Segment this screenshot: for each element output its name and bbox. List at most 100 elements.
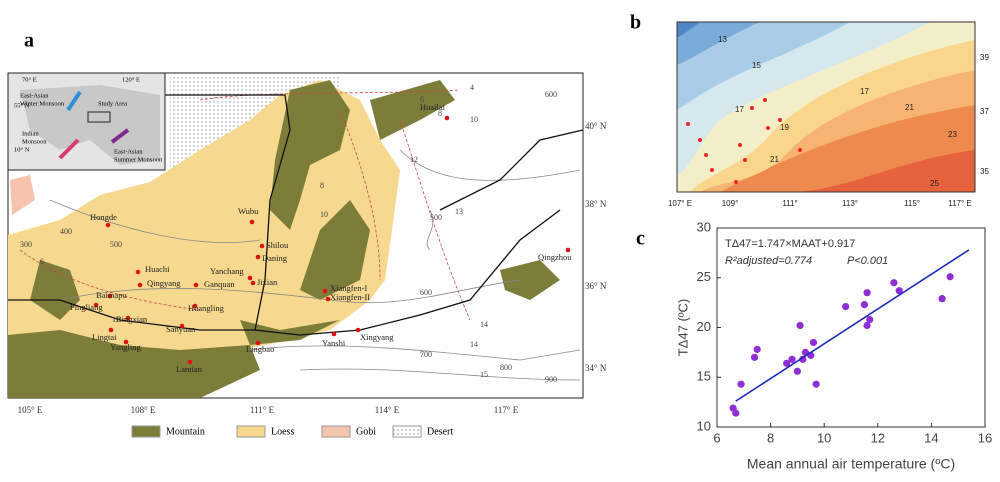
contour-label: 10 [320, 210, 328, 219]
lon-label: 115° [904, 199, 920, 208]
place-label: Xiangfen-I [330, 283, 367, 293]
study-box [87, 111, 111, 123]
band [677, 22, 760, 65]
lat-label: 35 [980, 167, 989, 176]
point [788, 355, 796, 363]
indian-arrow [58, 138, 80, 160]
contour-label: 300 [20, 240, 32, 249]
point [863, 289, 871, 297]
lon-label: 114° E [375, 405, 400, 415]
legend-swatch [321, 425, 351, 438]
site-dot [444, 115, 450, 121]
contour-label: 15 [480, 370, 488, 379]
gobi [10, 175, 35, 215]
legend-swatch [392, 425, 422, 438]
contour-label: 8 [320, 181, 324, 190]
site-dot [105, 222, 111, 228]
contour-label: 21 [770, 155, 779, 164]
point [946, 273, 954, 281]
point [750, 353, 759, 361]
panel-c: c 6 8 10 12 14 16 10 15 20 25 30 Mean annual air tem… [636, 219, 992, 471]
annotation: TΔ47=1.747×MAAT+0.917 [725, 238, 855, 250]
lon-label: 113° [842, 199, 858, 208]
lat-label: 39 [980, 53, 989, 62]
place-label: Bingxian [116, 314, 148, 324]
inset-label: East-Asian [20, 92, 49, 99]
point [890, 279, 898, 287]
contour-label: 12 [112, 315, 120, 324]
point [842, 303, 850, 311]
contour-label: 6 [40, 257, 44, 266]
point [783, 359, 791, 367]
site-dot [107, 293, 113, 299]
summer-arrow [110, 128, 130, 144]
contour-label: 800 [500, 363, 512, 372]
x-axis-label: Mean annual air temperature (ºC) [747, 456, 955, 472]
lon-label: 111° [782, 199, 797, 208]
site-dot [193, 282, 199, 288]
site-dot [108, 327, 114, 333]
legend-label: Gobi [356, 426, 376, 437]
y-tick-label: 15 [697, 369, 711, 384]
lon-label: 109° [722, 199, 739, 208]
contour-label: 25 [930, 179, 939, 188]
contour-label: 600 [420, 288, 432, 297]
place-label: Lingtai [92, 332, 117, 342]
site-dot [322, 288, 328, 294]
site-dot [125, 315, 131, 321]
place-label: Wubu [238, 206, 259, 216]
band [677, 22, 700, 38]
inset-label: 120° E [122, 76, 140, 83]
point [799, 355, 807, 363]
contour-label: 500 [430, 213, 442, 222]
place-label: Yanchang [210, 266, 244, 276]
annotation: R²adjusted=0.774 [725, 255, 812, 267]
place-label: Huailai [420, 102, 446, 112]
contour-label: 10 [470, 115, 478, 124]
lat-label: 36° N [585, 281, 607, 291]
inset-label: 70° E [22, 76, 37, 83]
contour-label: 8 [438, 109, 442, 118]
x-tick-label: 10 [817, 430, 831, 445]
place-label: Huachi [145, 264, 170, 274]
site-dot [187, 359, 193, 365]
winter-arrow [66, 90, 82, 112]
place-label: Yanshi [322, 338, 346, 348]
contour-label: 21 [905, 103, 914, 112]
isotherms [19, 89, 471, 321]
place-label: Lantian [176, 364, 203, 374]
place-label: Baimapu [96, 290, 127, 300]
contour-label: 13 [455, 207, 463, 216]
point [793, 367, 802, 375]
point [753, 345, 761, 353]
contour-label: 900 [545, 375, 557, 384]
place-label: Shilou [266, 240, 289, 250]
place-label: Huangling [188, 303, 225, 313]
x-tick-label: 6 [713, 430, 720, 445]
legend-label: Desert [427, 426, 453, 437]
contour-label: 17 [735, 105, 744, 114]
contours [49, 149, 581, 381]
band [677, 22, 850, 110]
lon-label: 105° E [18, 405, 43, 415]
point [938, 295, 946, 303]
lat-label: 34° N [585, 363, 607, 373]
panel-label: a [24, 30, 34, 52]
site-dot [123, 339, 129, 345]
x-tick-label: 16 [978, 430, 992, 445]
site-dot [247, 275, 253, 281]
annotation: P<0.001 [847, 255, 888, 267]
map-frame [676, 21, 976, 193]
y-tick-label: 10 [697, 418, 711, 433]
lon-label: 117° E [948, 199, 972, 208]
contour-label: 6 [420, 95, 424, 104]
panel-b: b 107° E 109° 111° 113° 115° 117° E 39 37 35 13 15 1… [630, 12, 989, 209]
legend-swatch [236, 425, 266, 438]
inset-land [20, 85, 160, 165]
site-dot [565, 247, 571, 253]
point [866, 315, 874, 324]
lat-label: 38° N [585, 199, 607, 209]
site-dot [255, 254, 261, 260]
legend-label: Mountain [166, 426, 205, 437]
lat-label: 37 [980, 107, 989, 116]
